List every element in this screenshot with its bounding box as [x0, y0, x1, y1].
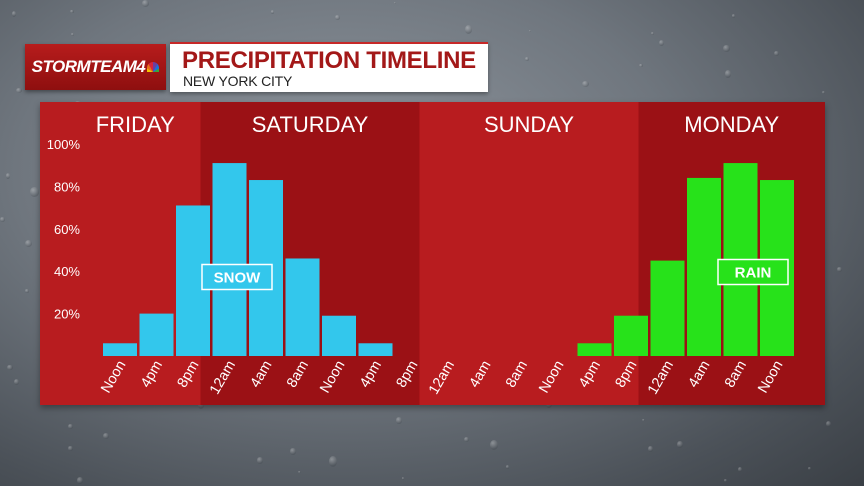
rain-bar: [577, 343, 612, 356]
raindrop: [725, 70, 731, 78]
raindrop: [70, 10, 74, 13]
raindrop: [525, 57, 530, 62]
snow-bar: [358, 343, 393, 356]
raindrop: [582, 81, 589, 88]
rain-bar: [650, 260, 685, 356]
raindrop: [731, 13, 735, 18]
day-label-monday: MONDAY: [684, 112, 779, 137]
snow-bar: [103, 343, 137, 356]
raindrop: [68, 446, 73, 451]
logo-text: STORMTEAM4: [31, 57, 146, 76]
raindrop: [335, 15, 341, 20]
day-label-saturday: SATURDAY: [252, 112, 369, 137]
rain-bar: [614, 315, 648, 356]
raindrop: [15, 88, 23, 94]
day-band: [419, 102, 639, 405]
raindrop: [639, 63, 643, 68]
raindrop: [723, 479, 727, 483]
y-tick-label: 100%: [47, 137, 81, 152]
precipitation-chart: FRIDAY SATURDAY SUNDAY MONDAY 100% 80% 60% 40% 2…: [40, 102, 825, 405]
y-tick-label: 80%: [54, 179, 80, 194]
title-box: PRECIPITATION TIMELINE NEW YORK CITY: [170, 42, 488, 92]
raindrop: [12, 11, 17, 17]
raindrop: [807, 467, 811, 471]
raindrop: [648, 445, 653, 452]
raindrop: [30, 187, 39, 198]
raindrop: [141, 0, 150, 8]
raindrop: [738, 466, 743, 472]
raindrop: [529, 30, 532, 33]
raindrop: [641, 418, 645, 422]
raindrop: [328, 455, 337, 468]
y-tick-label: 40%: [54, 264, 80, 279]
rain-bar: [687, 177, 721, 356]
day-label-friday: FRIDAY: [96, 112, 175, 137]
raindrop: [490, 440, 499, 451]
raindrop: [395, 417, 403, 424]
raindrop: [0, 217, 5, 222]
day-label-sunday: SUNDAY: [484, 112, 574, 137]
snow-label: SNOW: [214, 270, 262, 287]
raindrop: [651, 32, 654, 36]
chart-panel: FRIDAY SATURDAY SUNDAY MONDAY 100% 80% 60% 40% 2…: [40, 102, 825, 405]
raindrop: [71, 32, 74, 37]
raindrop: [76, 477, 83, 484]
snow-bar: [139, 313, 174, 356]
raindrop: [256, 457, 264, 464]
raindrop: [6, 173, 10, 179]
raindrop: [774, 50, 780, 57]
raindrop: [464, 436, 470, 442]
y-tick-label: 20%: [54, 307, 80, 322]
raindrop: [270, 10, 275, 15]
y-tick-label: 60%: [54, 222, 80, 237]
raindrop: [25, 289, 29, 293]
raindrop: [505, 465, 509, 469]
peacock-icon: [147, 62, 160, 72]
raindrop: [14, 378, 20, 385]
chart-subtitle: NEW YORK CITY: [183, 73, 293, 89]
raindrop: [464, 25, 473, 35]
rain-label: RAIN: [735, 265, 772, 282]
raindrop: [677, 440, 683, 448]
snow-bar: [322, 315, 356, 356]
snow-label-box: [201, 263, 273, 291]
raindrop: [24, 239, 32, 247]
snow-bar: [212, 163, 247, 356]
raindrop: [821, 91, 825, 95]
raindrop: [394, 1, 397, 4]
rain-label-box: [717, 258, 789, 286]
raindrop: [298, 471, 301, 474]
raindrop: [290, 448, 296, 455]
raindrop: [658, 40, 664, 47]
raindrop: [723, 45, 730, 52]
raindrop: [826, 421, 832, 428]
snow-bar: [285, 258, 320, 356]
raindrop: [401, 477, 404, 480]
raindrop: [67, 423, 73, 430]
raindrop: [103, 433, 110, 440]
chart-title: PRECIPITATION TIMELINE: [182, 47, 476, 74]
stormteam4-logo: STORMTEAM4: [25, 44, 166, 90]
raindrop: [7, 364, 13, 371]
raindrop: [836, 267, 842, 272]
